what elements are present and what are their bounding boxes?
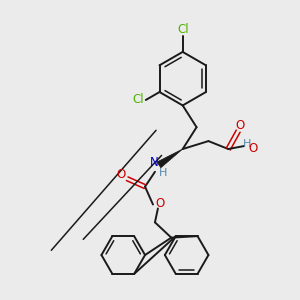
Text: Cl: Cl bbox=[177, 22, 188, 36]
Polygon shape bbox=[157, 149, 183, 168]
Text: Cl: Cl bbox=[132, 94, 144, 106]
Text: O: O bbox=[117, 168, 126, 181]
Text: H: H bbox=[243, 139, 251, 149]
Text: H: H bbox=[159, 168, 167, 178]
Text: O: O bbox=[155, 197, 164, 210]
Text: N: N bbox=[150, 156, 158, 170]
Text: O: O bbox=[236, 119, 245, 132]
Text: O: O bbox=[248, 142, 258, 154]
